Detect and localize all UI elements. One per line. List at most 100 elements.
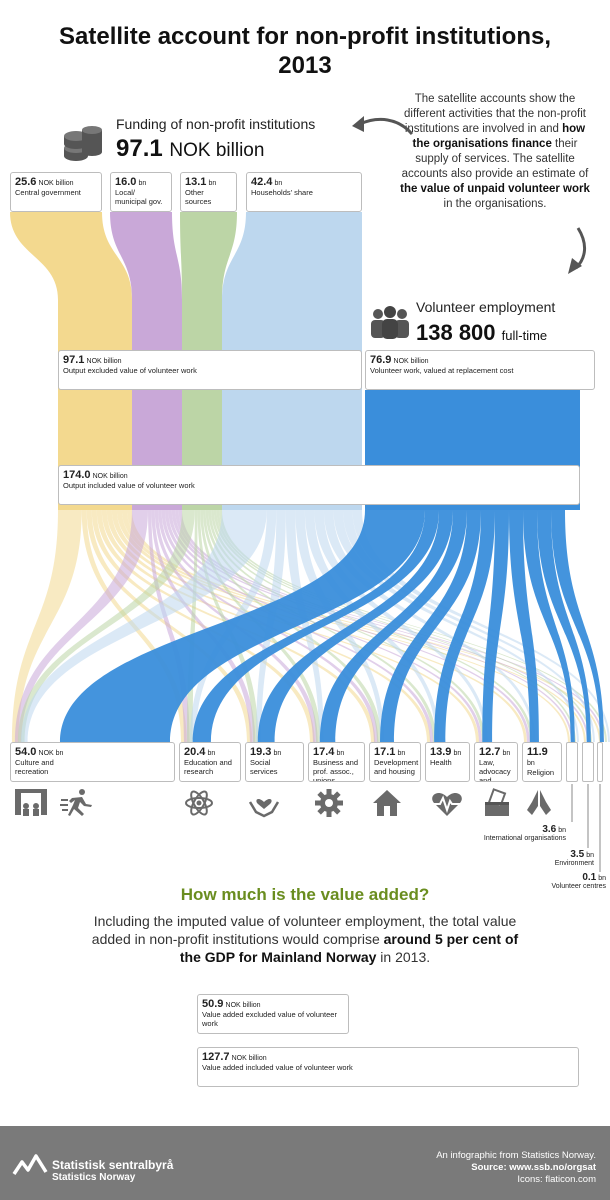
footer-org-name-en: Statistics Norway — [52, 1172, 136, 1183]
flow-volunteer-to-sector-5 — [434, 510, 495, 742]
sector-law-unit: bn — [502, 750, 511, 757]
sector-health-value: 13.9 — [430, 746, 452, 758]
flow-volunteer-to-sector-3 — [319, 510, 467, 742]
sector-development-unit: bn — [397, 750, 406, 757]
sector-culture-box: 54.0 NOK bn Culture and recreation — [10, 742, 175, 782]
sector-social-label: Social services — [250, 758, 278, 776]
house-icon — [373, 790, 401, 816]
flow-volunteer-to-sector-2 — [257, 510, 453, 742]
flow-other-to-sector-6 — [208, 510, 486, 742]
footer-credit: An infographic from Statistics Norway. S… — [436, 1150, 596, 1186]
sector-health-box: 13.9 bn Health — [425, 742, 470, 782]
arrow-left-icon — [352, 116, 414, 136]
sector-religion-box: 11.9 bn Religion — [522, 742, 562, 782]
flow-central-to-sector-0 — [12, 510, 82, 742]
intro-p1: The satellite accounts show the differen… — [404, 93, 586, 135]
small-environment-label: 3.5 bn Environment — [514, 849, 594, 868]
flow-households-to-sector-4 — [295, 510, 385, 742]
sector-business-value: 17.4 — [313, 746, 335, 758]
small-environment-unit: bn — [586, 852, 594, 859]
output-incl-box: 174.0 NOK billion Output included value … — [58, 465, 580, 505]
sector-social-box: 19.3 bn Social services — [245, 742, 304, 782]
funding-heading: Funding of non-profit institutions — [116, 116, 316, 132]
flow-households-to-sector-0 — [21, 510, 267, 742]
flow-volunteer-to-sector-9 — [537, 510, 591, 742]
flow-volunteer-to-sector-1 — [192, 510, 439, 742]
sector-social-value: 19.3 — [250, 746, 272, 758]
output-incl-unit: NOK billion — [92, 473, 128, 480]
volunteer-work-label: Volunteer work, valued at replacement co… — [370, 366, 514, 375]
flow-households-to-sector-6 — [314, 510, 489, 742]
value-added-b1: around 5 per cent of the GDP for Mainlan… — [179, 931, 519, 965]
sector-business-unit: bn — [336, 750, 345, 757]
page-title: Satellite account for non-profit institu… — [0, 22, 610, 80]
sector-religion-label: Religion — [527, 768, 555, 777]
sector-business-box: 17.4 bn Business and prof. assoc., union… — [308, 742, 365, 782]
value-added-excl-value: 50.9 — [202, 998, 224, 1010]
sector-law-label: Law, advocacy and politics — [479, 758, 511, 782]
flow-other-to-sector-0 — [18, 510, 195, 742]
sector-volunteer-centres-stub — [597, 742, 603, 782]
small-environment-text: Environment — [554, 860, 594, 867]
sector-business-label: Business and prof. assoc., unions — [313, 758, 359, 782]
sector-education-box: 20.4 bn Education and research — [179, 742, 241, 782]
flow-volunteer-to-sector-0 — [60, 510, 425, 742]
flow-volunteer-to-sector-6 — [482, 510, 509, 742]
intro-b1: how the organisations finance — [412, 123, 586, 150]
flow-households-to-sector-3 — [285, 510, 324, 742]
sector-social-unit: bn — [273, 750, 282, 757]
output-incl-value: 174.0 — [63, 469, 91, 481]
sector-development-label: Development and housing — [374, 758, 419, 776]
title-line2: 2013 — [278, 52, 332, 79]
flow-local-to-sector-1 — [148, 510, 190, 742]
source-households-value: 42.4 — [251, 176, 273, 188]
source-central-unit: NOK billion — [38, 180, 74, 187]
volunteer-work-box: 76.9 NOK billion Volunteer work, valued … — [365, 350, 595, 390]
flow-central-to-sector-10 — [126, 510, 601, 742]
gear-icon — [315, 789, 343, 817]
sector-development-box: 17.1 bn Development and housing — [369, 742, 421, 782]
value-added-heading: How much is the value added? — [180, 885, 430, 904]
value-added-text: Including the imputed value of volunteer… — [85, 912, 525, 966]
source-other-value: 13.1 — [185, 176, 207, 188]
sector-environment-stub — [582, 742, 594, 782]
value-added-incl-label: Value added included value of volunteer … — [202, 1063, 353, 1072]
flow-households-narrow — [222, 212, 362, 300]
source-households-box: 42.4 bn Households' share — [246, 172, 362, 212]
source-other-unit: bn — [208, 180, 217, 187]
output-excl-value: 97.1 — [63, 354, 85, 366]
flow-volunteer-to-sector-10 — [551, 510, 604, 742]
ssb-logo-icon — [12, 1154, 48, 1175]
flow-households-to-sector-10 — [352, 510, 610, 742]
flow-households-to-sector-5 — [304, 510, 440, 742]
title-line1: Satellite account for non-profit institu… — [59, 23, 551, 50]
intro-b2: the value of unpaid volunteer work — [400, 183, 590, 195]
source-central-box: 25.6 NOK billion Central government — [10, 172, 102, 212]
flow-local-narrow — [110, 212, 182, 300]
sector-international-stub — [566, 742, 578, 782]
small-international-unit: bn — [558, 827, 566, 834]
footer-org-name: Statistisk sentralbyrå — [52, 1158, 174, 1172]
output-excl-label: Output excluded value of volunteer work — [63, 366, 197, 375]
flow-other-to-sector-10 — [219, 510, 607, 742]
theatre-icon — [15, 789, 47, 816]
sector-religion-value: 11.9 — [527, 746, 548, 758]
flow-volunteer-to-sector-7 — [509, 510, 539, 742]
coins-icon — [64, 126, 102, 161]
heart-hands-icon — [248, 798, 280, 818]
sector-law-box: 12.7 bn Law, advocacy and politics — [474, 742, 518, 782]
sector-culture-unit: NOK bn — [38, 750, 64, 757]
intro-p2: their supply of services. The satellite … — [401, 138, 589, 180]
footer-source-link[interactable]: www.ssb.no/orgsat — [509, 1162, 596, 1173]
source-other-label: Other sources — [185, 188, 212, 206]
atom-icon — [185, 790, 213, 816]
source-other-box: 13.1 bn Other sources — [180, 172, 237, 212]
value-added-incl-unit: NOK billion — [231, 1055, 267, 1062]
flow-central-narrow — [10, 212, 132, 300]
small-international-label: 3.6 bn International organisations — [446, 825, 566, 843]
volunteer-heading: Volunteer employment — [416, 299, 556, 315]
volunteer-work-value: 76.9 — [370, 354, 392, 366]
praying-hands-icon — [527, 790, 551, 815]
value-added-incl-value: 127.7 — [202, 1051, 230, 1063]
small-environment-value: 3.5 — [570, 849, 585, 860]
